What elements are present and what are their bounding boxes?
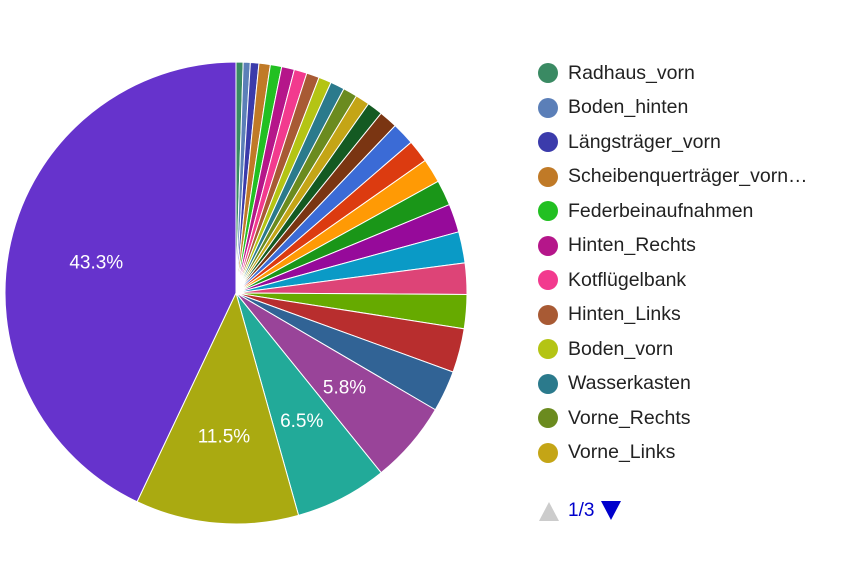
- legend-label: Boden_vorn: [568, 337, 674, 360]
- legend-item[interactable]: Boden_hinten: [538, 91, 858, 126]
- legend-swatch-icon: [538, 132, 558, 153]
- legend-item[interactable]: Federbeinaufnahmen: [538, 194, 858, 229]
- legend-label: Scheibenquerträger_vorn…: [568, 165, 808, 188]
- legend-label: Radhaus_vorn: [568, 61, 695, 84]
- legend: Radhaus_vorn Boden_hinten Längsträger_vorn…: [538, 56, 858, 470]
- legend-swatch-icon: [538, 166, 558, 187]
- legend-label: Längsträger_vorn: [568, 130, 721, 153]
- legend-swatch-icon: [538, 235, 558, 256]
- legend-item[interactable]: Hinten_Links: [538, 298, 858, 333]
- legend-item[interactable]: Hinten_Rechts: [538, 229, 858, 264]
- legend-swatch-icon: [538, 442, 558, 463]
- legend-item[interactable]: Längsträger_vorn: [538, 125, 858, 160]
- legend-label: Federbeinaufnahmen: [568, 199, 754, 222]
- triangle-up-icon[interactable]: [538, 500, 560, 522]
- legend-item[interactable]: Wasserkasten: [538, 367, 858, 402]
- legend-item[interactable]: Radhaus_vorn: [538, 56, 858, 91]
- legend-swatch-icon: [538, 304, 558, 325]
- legend-swatch-icon: [538, 97, 558, 118]
- legend-pager: 1/3: [538, 500, 622, 522]
- pie-slice[interactable]: [136, 291, 300, 525]
- slice-percent-label: 43.3%: [69, 253, 123, 274]
- legend-item[interactable]: Boden_vorn: [538, 332, 858, 367]
- legend-item[interactable]: Vorne_Rechts: [538, 401, 858, 436]
- legend-label: Wasserkasten: [568, 372, 691, 395]
- legend-label: Boden_hinten: [568, 96, 689, 119]
- legend-label: Hinten_Links: [568, 303, 681, 326]
- legend-item[interactable]: Scheibenquerträger_vorn…: [538, 160, 858, 195]
- legend-label: Vorne_Rechts: [568, 406, 691, 429]
- legend-swatch-icon: [538, 408, 558, 429]
- page-indicator: 1/3: [568, 500, 595, 521]
- pie-slice[interactable]: [4, 61, 237, 503]
- legend-item[interactable]: Kotflügelbank: [538, 263, 858, 298]
- legend-swatch-icon: [538, 63, 558, 84]
- legend-swatch-icon: [538, 201, 558, 222]
- legend-label: Kotflügelbank: [568, 268, 687, 291]
- slice-percent-label: 5.8%: [323, 377, 366, 398]
- legend-swatch-icon: [538, 373, 558, 394]
- slice-percent-label: 6.5%: [280, 411, 323, 432]
- legend-swatch-icon: [538, 339, 558, 360]
- legend-swatch-icon: [538, 270, 558, 291]
- legend-label: Vorne_Links: [568, 441, 676, 464]
- legend-item[interactable]: Vorne_Links: [538, 436, 858, 471]
- slice-percent-label: 11.5%: [198, 427, 251, 448]
- triangle-down-icon[interactable]: [600, 500, 622, 522]
- legend-label: Hinten_Rechts: [568, 234, 696, 257]
